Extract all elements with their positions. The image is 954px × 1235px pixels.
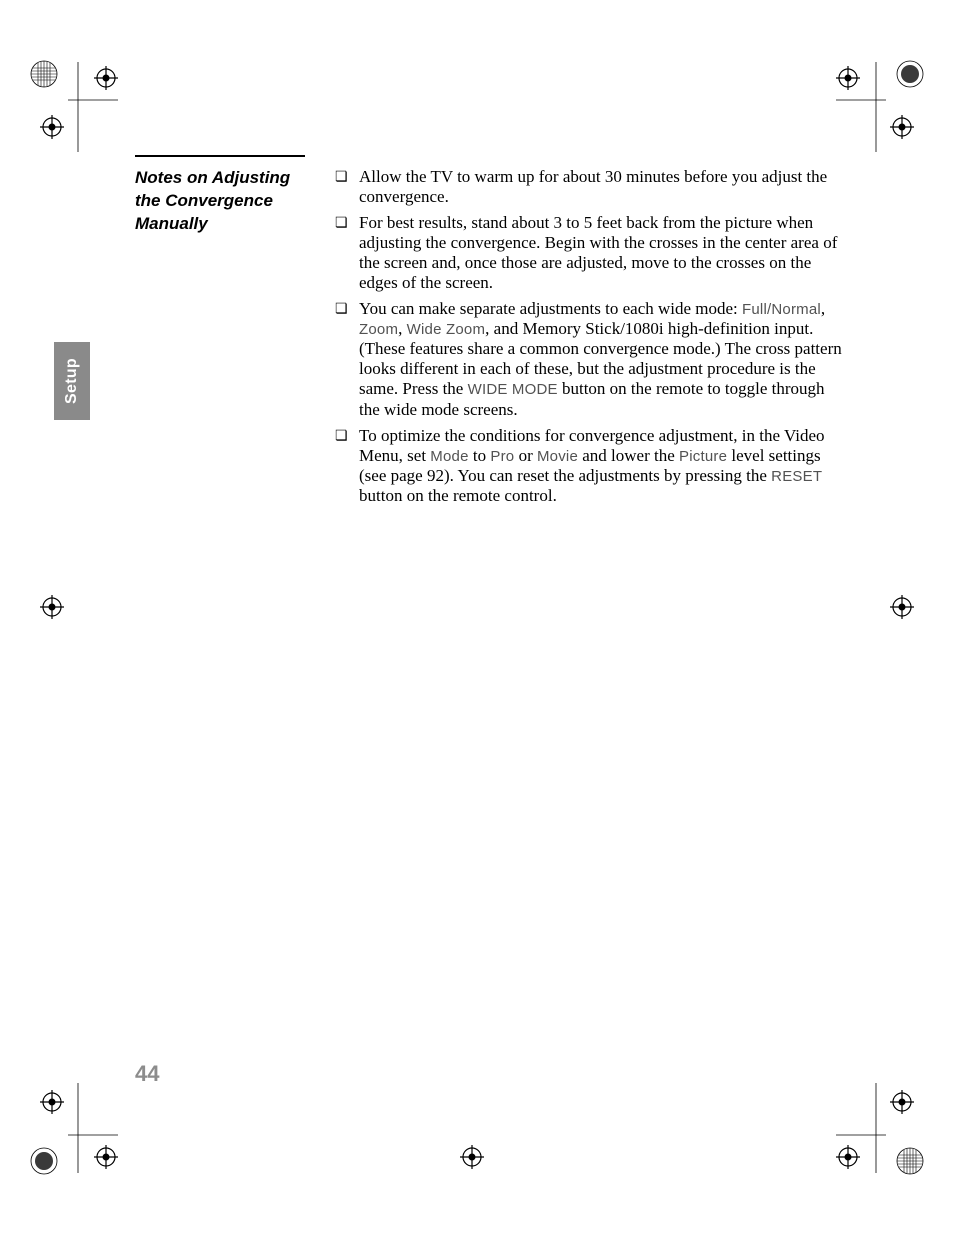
bullet-item: ❏You can make separate adjustments to ea… xyxy=(335,299,845,419)
ui-term: Picture xyxy=(679,448,727,465)
reg-mark xyxy=(40,595,64,619)
reg-mark xyxy=(896,60,924,88)
crop-line xyxy=(836,1078,886,1173)
bullet-text: Allow the TV to warm up for about 30 min… xyxy=(359,167,845,207)
text-run: and lower the xyxy=(578,446,679,465)
reg-mark xyxy=(30,1147,58,1175)
bullet-text: For best results, stand about 3 to 5 fee… xyxy=(359,213,845,293)
section-tab-label: Setup xyxy=(63,358,81,404)
reg-mark xyxy=(896,1147,924,1175)
page-number: 44 xyxy=(135,1061,159,1087)
crop-line xyxy=(68,62,118,157)
ui-term: Movie xyxy=(537,448,578,465)
section-heading: Notes on Adjusting the Convergence Manua… xyxy=(135,167,315,236)
ui-term: Zoom xyxy=(359,321,398,338)
text-run: to xyxy=(469,446,491,465)
text-run: button on the remote control. xyxy=(359,486,557,505)
heading-rule xyxy=(135,155,305,157)
bullet-item: ❏For best results, stand about 3 to 5 fe… xyxy=(335,213,845,293)
bullet-text: You can make separate adjustments to eac… xyxy=(359,299,845,419)
text-run: , xyxy=(398,319,407,338)
bullet-item: ❏To optimize the conditions for converge… xyxy=(335,426,845,506)
ui-term: Pro xyxy=(490,448,514,465)
ui-term: Mode xyxy=(430,448,468,465)
bullet-marker: ❏ xyxy=(335,426,359,506)
reg-mark xyxy=(40,115,64,139)
text-run: , xyxy=(821,299,825,318)
text-run: Allow the TV to warm up for about 30 min… xyxy=(359,167,827,206)
ui-term: Full/Normal xyxy=(742,301,821,318)
text-run: You can make separate adjustments to eac… xyxy=(359,299,742,318)
ui-term: Wide Zoom xyxy=(407,321,486,338)
bullet-marker: ❏ xyxy=(335,167,359,207)
reg-mark xyxy=(460,1145,484,1169)
crop-line xyxy=(68,1078,118,1173)
bullet-marker: ❏ xyxy=(335,299,359,419)
reg-mark xyxy=(40,1090,64,1114)
text-run: or xyxy=(514,446,537,465)
reg-mark xyxy=(890,1090,914,1114)
ui-term: WIDE MODE xyxy=(468,381,558,398)
content-region: Notes on Adjusting the Convergence Manua… xyxy=(135,155,845,512)
bullet-item: ❏Allow the TV to warm up for about 30 mi… xyxy=(335,167,845,207)
crop-line xyxy=(836,62,886,157)
bullet-text: To optimize the conditions for convergen… xyxy=(359,426,845,506)
body-column: ❏Allow the TV to warm up for about 30 mi… xyxy=(335,167,845,506)
reg-mark xyxy=(890,595,914,619)
text-run: For best results, stand about 3 to 5 fee… xyxy=(359,213,837,292)
ui-term: RESET xyxy=(771,468,822,485)
reg-mark xyxy=(30,60,58,88)
section-tab: Setup xyxy=(54,342,90,420)
reg-mark xyxy=(890,115,914,139)
bullet-marker: ❏ xyxy=(335,213,359,293)
